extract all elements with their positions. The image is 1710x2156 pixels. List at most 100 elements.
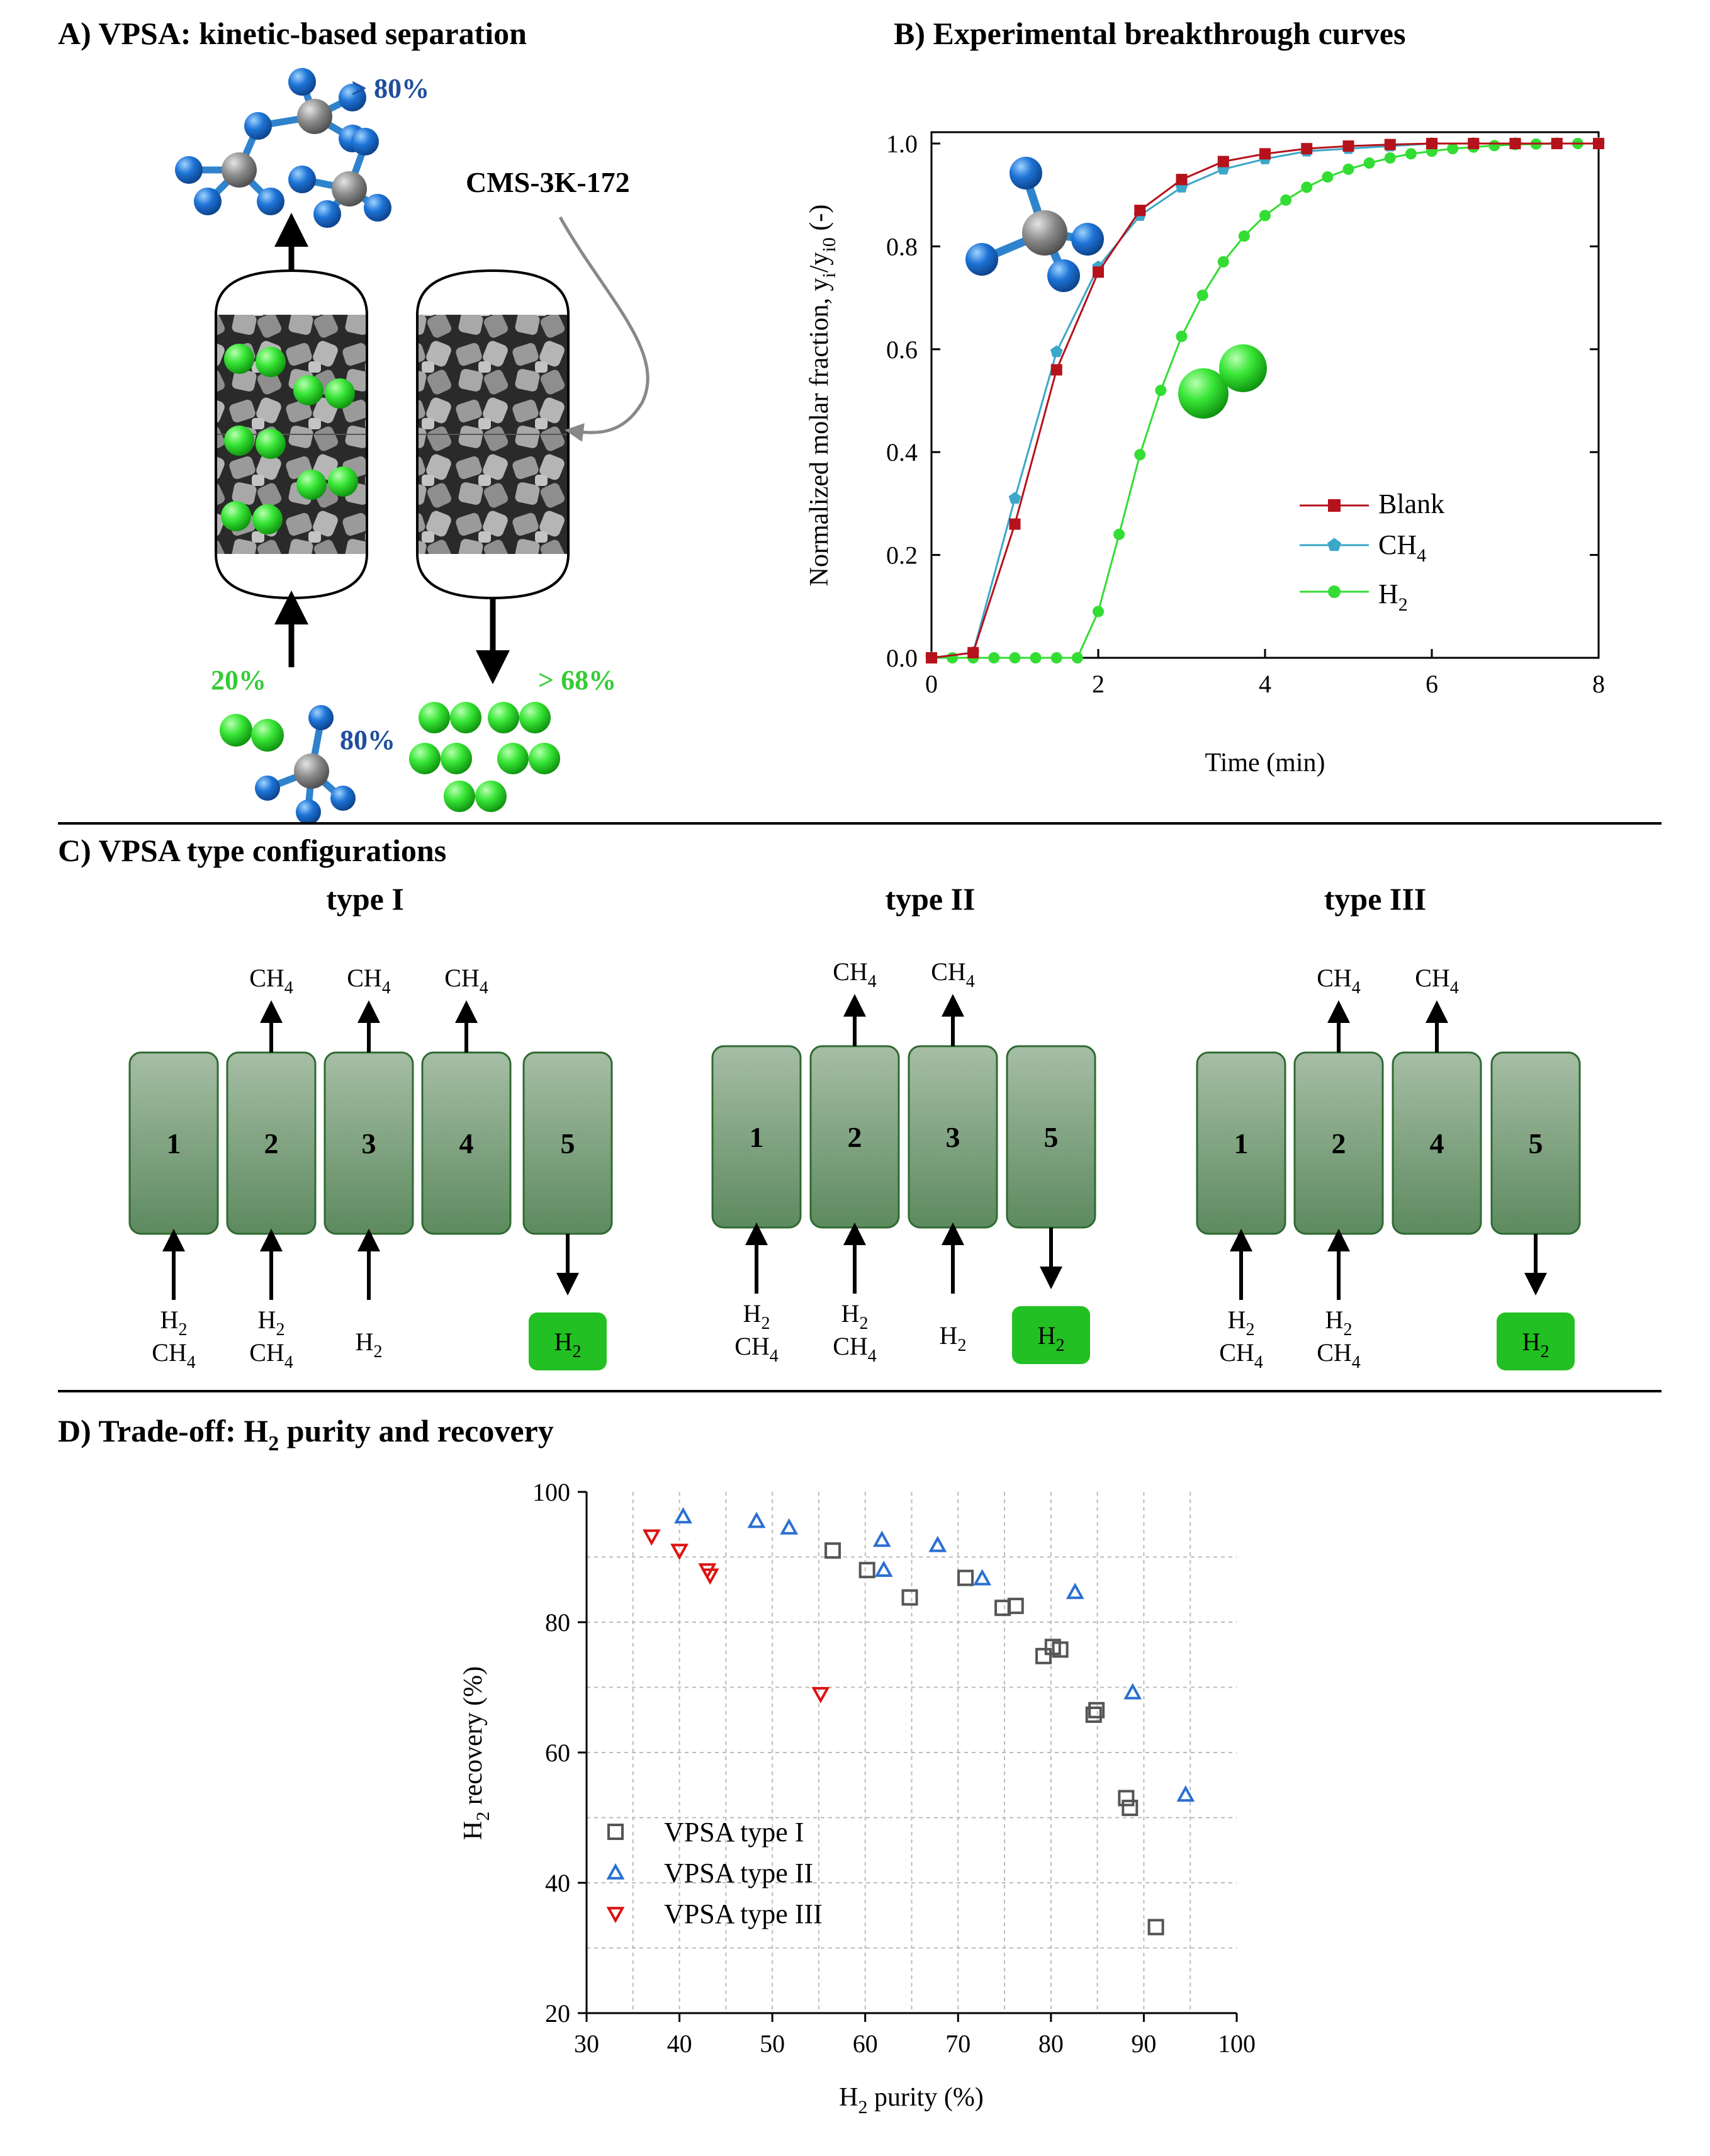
data-point [1238, 230, 1250, 242]
h2-product-box [1497, 1312, 1575, 1370]
column-number: 5 [1044, 1121, 1059, 1153]
adsorber-column-2 [416, 269, 570, 600]
legend-marker [1327, 538, 1341, 551]
plot-b-axes: 0 2 4 6 8 0.0 0.2 0.4 0.6 0.8 1.0 [886, 130, 1605, 698]
scatter-point [973, 1569, 992, 1586]
legend-type-ii: VPSA type II [664, 1858, 813, 1888]
scatter-point [1035, 1647, 1052, 1664]
type-iii-title: type III [1324, 881, 1427, 917]
gas-label: CH4 [833, 1332, 877, 1366]
column-number: 4 [459, 1127, 474, 1160]
scatter-point [811, 1687, 830, 1703]
data-point [1050, 364, 1062, 376]
data-point [1363, 157, 1375, 169]
column-number: 3 [946, 1121, 960, 1153]
gas-label: H2 [258, 1306, 285, 1340]
data-point [1071, 652, 1083, 663]
plot-d-grid [587, 1492, 1237, 2013]
x-tick-label: 30 [574, 2029, 599, 2058]
methane-icon [965, 157, 1104, 292]
plot-b-series [925, 137, 1605, 663]
data-point [1259, 210, 1271, 222]
column-number: 4 [1430, 1127, 1444, 1160]
scatter-point [1088, 1702, 1105, 1719]
column-number: 3 [362, 1127, 376, 1160]
y-tick-label: 0.0 [886, 644, 918, 672]
legend-ch4: CH4 [1378, 529, 1426, 566]
plot-d-series [642, 1507, 1195, 1936]
legend-h2: H2 [1378, 579, 1408, 615]
panel-a: A) VPSA: kinetic-based separation > 80% [58, 16, 650, 825]
gas-label: CH4 [1317, 964, 1361, 998]
scatter-point [901, 1589, 918, 1606]
data-point [1405, 148, 1417, 160]
scatter-point [747, 1511, 766, 1528]
gas-label: CH4 [444, 964, 488, 998]
column-number: 1 [750, 1121, 764, 1153]
data-point [1322, 171, 1334, 183]
x-tick-label: 2 [1092, 670, 1105, 698]
adsorber-column-1 [215, 269, 368, 600]
scatter-point [1007, 1598, 1024, 1615]
panel-c-title: C) VPSA type configurations [58, 833, 446, 868]
scatter-point [1052, 1641, 1069, 1658]
data-point [1509, 138, 1521, 149]
adsorbent-label: CMS-3K-172 [466, 166, 630, 198]
gas-label: H2 [841, 1299, 869, 1333]
data-point [1093, 606, 1104, 618]
y-tick-label: 0.8 [886, 232, 918, 261]
panel-d-title: D) Trade-off: H2 purity and recovery [58, 1413, 554, 1455]
gas-label: CH4 [1415, 964, 1459, 998]
x-tick-label: 80 [1038, 2029, 1064, 2058]
data-point [1301, 143, 1313, 155]
y-tick-label: 80 [545, 1608, 570, 1637]
data-point [1217, 256, 1229, 268]
data-point [1008, 492, 1021, 504]
scatter-point [780, 1518, 799, 1535]
scatter-point [1176, 1785, 1195, 1802]
legend-marker [606, 1907, 625, 1924]
data-point [1384, 138, 1396, 150]
x-tick-label: 0 [925, 670, 938, 698]
gas-label: H2 [743, 1299, 770, 1333]
data-point [1488, 140, 1500, 152]
data-point [926, 652, 937, 663]
plot-b-xlabel: Time (min) [1205, 748, 1325, 777]
legend-marker [1328, 499, 1341, 512]
scatter-point [1123, 1683, 1142, 1700]
feed-molecules-icon [220, 705, 356, 825]
panel-c: C) VPSA type configurations type I type … [58, 833, 1581, 1372]
top-ch4-percent: > 80% [351, 73, 429, 104]
scatter-point [1118, 1790, 1135, 1807]
x-tick-label: 60 [853, 2029, 878, 2058]
data-point [1447, 143, 1459, 155]
data-point [1217, 155, 1229, 167]
scatter-point [858, 1562, 875, 1579]
product-h2-molecules-icon [409, 702, 560, 812]
h2-product-box [1012, 1306, 1090, 1364]
data-point [988, 652, 1000, 663]
data-point [1176, 174, 1188, 186]
data-point [1050, 652, 1062, 663]
gas-label: CH4 [833, 957, 877, 991]
data-point [1050, 345, 1063, 358]
gas-label: CH4 [249, 1338, 293, 1372]
column-number: 2 [848, 1121, 862, 1153]
methane-molecules-top-icon [175, 68, 391, 228]
legend-marker [1328, 585, 1341, 598]
plot-d-ylabel: H2 recovery (%) [459, 1666, 493, 1840]
column-number: 2 [264, 1127, 279, 1160]
scatter-point [957, 1569, 974, 1586]
data-point [1342, 163, 1354, 175]
data-point [1113, 528, 1125, 540]
plot-d-legend: VPSA type I VPSA type II VPSA type III [606, 1817, 823, 1929]
column-number: 1 [1234, 1127, 1249, 1160]
panel-a-title: A) VPSA: kinetic-based separation [58, 16, 527, 51]
column-number: 2 [1332, 1127, 1346, 1160]
scatter-point [872, 1530, 891, 1547]
y-tick-label: 20 [545, 1999, 570, 2028]
feed-h2-percent: 20% [211, 665, 266, 696]
scatter-point [670, 1544, 689, 1561]
data-point [1134, 449, 1146, 461]
data-point [1426, 138, 1437, 149]
